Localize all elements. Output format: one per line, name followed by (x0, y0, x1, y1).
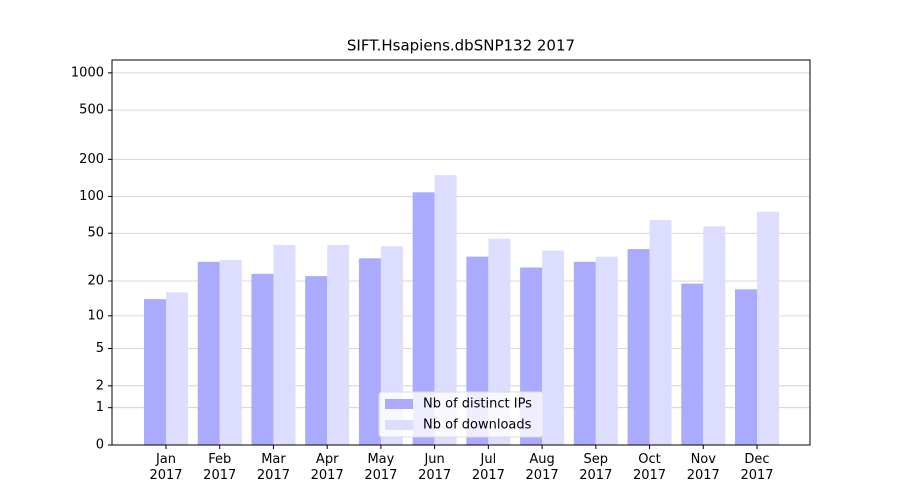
legend-swatch (385, 399, 413, 409)
bar (627, 249, 650, 445)
y-tick-label: 1 (96, 400, 104, 415)
legend: Nb of distinct IPs Nb of downloads (378, 391, 544, 438)
x-tick-label: Feb 2017 (203, 452, 237, 483)
y-tick-label: 100 (79, 189, 104, 204)
y-tick-label: 20 (87, 274, 104, 289)
x-tick-label: Oct 2017 (632, 452, 667, 483)
bar (703, 226, 726, 445)
x-tick-label: May 2017 (364, 452, 398, 483)
bar (735, 289, 757, 445)
x-tick-label: Aug 2017 (525, 452, 559, 483)
bar (273, 244, 296, 445)
x-tick-label: Nov 2017 (686, 452, 720, 483)
legend-box (378, 391, 544, 438)
y-tick-label: 10 (87, 308, 104, 323)
bar (219, 260, 242, 445)
bar (144, 299, 166, 445)
legend-label: Nb of distinct IPs (423, 397, 532, 412)
bar (412, 192, 435, 445)
y-tick-label: 1000 (71, 65, 104, 80)
x-tick-label: Dec 2017 (740, 452, 774, 483)
y-tick-label: 0 (96, 438, 104, 453)
x-tick-label: Sep 2017 (579, 452, 613, 483)
bar (327, 244, 350, 445)
bar (358, 258, 381, 445)
x-tick-label: Jun 2017 (418, 452, 452, 483)
y-tick-label: 500 (79, 103, 104, 118)
bar (434, 175, 457, 445)
bar (251, 273, 274, 445)
bar (542, 250, 565, 445)
bar (573, 261, 596, 445)
x-tick-label: Apr 2017 (310, 452, 344, 483)
y-tick-label: 2 (96, 378, 104, 393)
chart-title: SIFT.Hsapiens.dbSNP132 2017 (347, 37, 575, 55)
bar (681, 283, 704, 445)
bar (166, 292, 188, 445)
x-tick-label: Jul 2017 (471, 452, 505, 483)
bar (757, 211, 779, 445)
x-tick-label: Jan 2017 (149, 452, 183, 483)
bar (595, 256, 618, 445)
legend-label: Nb of downloads (423, 418, 532, 433)
bar (197, 261, 220, 445)
legend-swatch (385, 420, 413, 430)
bar (649, 220, 672, 445)
y-tick-label: 200 (79, 152, 104, 167)
bar (305, 276, 328, 445)
x-tick-label: Mar 2017 (256, 452, 290, 483)
plot-frame (111, 59, 811, 446)
y-tick-label: 50 (87, 226, 104, 241)
y-tick-label: 5 (96, 341, 104, 356)
